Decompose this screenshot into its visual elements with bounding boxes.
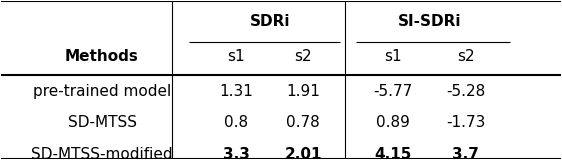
Text: s2: s2 bbox=[457, 49, 474, 64]
Text: 0.78: 0.78 bbox=[287, 115, 320, 130]
Text: SD-MTSS-modified: SD-MTSS-modified bbox=[31, 147, 173, 162]
Text: SI-SDRi: SI-SDRi bbox=[397, 14, 461, 29]
Text: SD-MTSS: SD-MTSS bbox=[67, 115, 137, 130]
Text: 0.8: 0.8 bbox=[224, 115, 248, 130]
Text: 3.3: 3.3 bbox=[223, 147, 250, 162]
Text: pre-trained model: pre-trained model bbox=[33, 84, 171, 99]
Text: -5.28: -5.28 bbox=[446, 84, 485, 99]
Text: -5.77: -5.77 bbox=[373, 84, 413, 99]
Text: 1.91: 1.91 bbox=[287, 84, 320, 99]
Text: 1.31: 1.31 bbox=[219, 84, 253, 99]
Text: s2: s2 bbox=[294, 49, 312, 64]
Text: 0.89: 0.89 bbox=[376, 115, 410, 130]
Text: s1: s1 bbox=[384, 49, 402, 64]
Text: s1: s1 bbox=[228, 49, 245, 64]
Text: SDRi: SDRi bbox=[250, 14, 290, 29]
Text: Methods: Methods bbox=[65, 49, 139, 64]
Text: 4.15: 4.15 bbox=[374, 147, 411, 162]
Text: -1.73: -1.73 bbox=[446, 115, 485, 130]
Text: 3.7: 3.7 bbox=[452, 147, 479, 162]
Text: 2.01: 2.01 bbox=[284, 147, 322, 162]
